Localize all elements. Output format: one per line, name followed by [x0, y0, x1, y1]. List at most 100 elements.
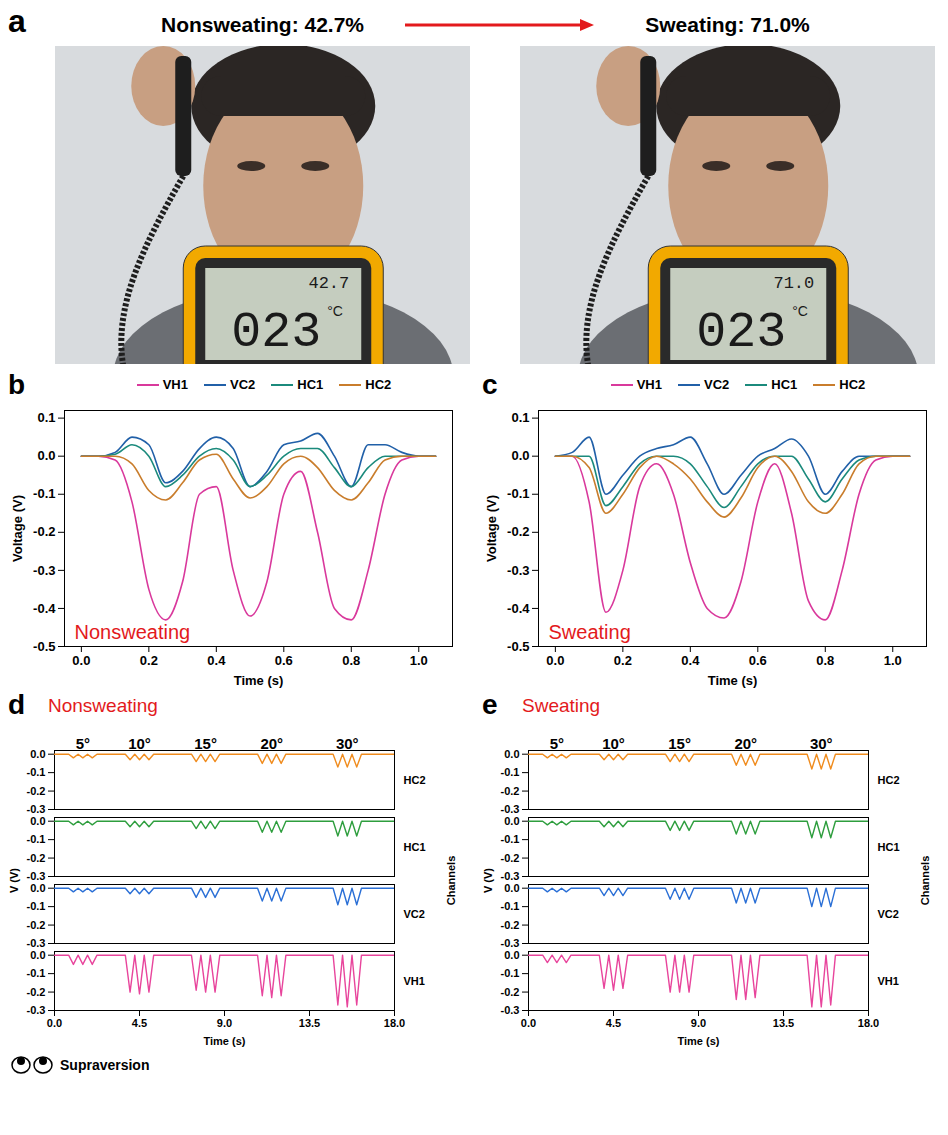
svg-text:0.0: 0.0: [504, 748, 519, 760]
svg-text:-0.3: -0.3: [501, 937, 520, 949]
svg-text:-0.2: -0.2: [27, 919, 46, 931]
svg-text:18.0: 18.0: [384, 1017, 405, 1029]
svg-text:-0.3: -0.3: [27, 803, 46, 815]
svg-text:Sweating: 71.0%: Sweating: 71.0%: [645, 13, 810, 36]
svg-text:VC2: VC2: [404, 908, 425, 920]
svg-text:42.7: 42.7: [308, 274, 349, 293]
svg-text:18.0: 18.0: [858, 1017, 879, 1029]
svg-text:9.0: 9.0: [217, 1017, 232, 1029]
svg-text:Time (s): Time (s): [678, 1035, 720, 1047]
svg-text:0.0: 0.0: [47, 1017, 62, 1029]
svg-text:0.8: 0.8: [342, 653, 360, 668]
svg-text:Nonsweating: 42.7%: Nonsweating: 42.7%: [161, 13, 364, 36]
svg-text:-0.2: -0.2: [27, 852, 46, 864]
svg-text:Sweating: Sweating: [549, 621, 631, 643]
svg-text:-0.2: -0.2: [501, 785, 520, 797]
svg-text:-0.1: -0.1: [27, 833, 46, 845]
svg-text:0.0: 0.0: [30, 882, 45, 894]
svg-text:-0.2: -0.2: [501, 852, 520, 864]
svg-text:-0.1: -0.1: [501, 900, 520, 912]
svg-text:0.0: 0.0: [30, 949, 45, 961]
svg-text:Time (s): Time (s): [234, 673, 284, 688]
svg-text:°C: °C: [327, 303, 343, 319]
svg-text:HC1: HC1: [878, 841, 900, 853]
svg-text:-0.2: -0.2: [501, 986, 520, 998]
svg-text:4.5: 4.5: [132, 1017, 147, 1029]
svg-text:13.5: 13.5: [773, 1017, 794, 1029]
svg-text:0.8: 0.8: [816, 653, 834, 668]
svg-text:°C: °C: [792, 303, 808, 319]
svg-text:Nonsweating: Nonsweating: [75, 621, 191, 643]
svg-text:0.0: 0.0: [511, 448, 529, 463]
svg-text:-0.3: -0.3: [27, 937, 46, 949]
svg-text:30°: 30°: [336, 735, 359, 752]
svg-text:0.6: 0.6: [275, 653, 293, 668]
svg-text:0.2: 0.2: [614, 653, 632, 668]
svg-text:023: 023: [231, 304, 321, 361]
svg-text:-0.5: -0.5: [33, 639, 55, 654]
svg-text:0.0: 0.0: [546, 653, 564, 668]
svg-text:0.0: 0.0: [521, 1017, 536, 1029]
svg-text:-0.2: -0.2: [27, 986, 46, 998]
svg-text:-0.2: -0.2: [507, 524, 529, 539]
svg-text:HC2: HC2: [878, 774, 900, 786]
svg-text:-0.4: -0.4: [33, 601, 56, 616]
svg-text:0.4: 0.4: [681, 653, 700, 668]
svg-text:0.0: 0.0: [30, 748, 45, 760]
svg-text:-0.1: -0.1: [27, 967, 46, 979]
svg-text:023: 023: [696, 304, 786, 361]
svg-text:0.4: 0.4: [207, 653, 226, 668]
svg-text:0.0: 0.0: [504, 882, 519, 894]
svg-text:V (V): V (V): [8, 868, 20, 893]
svg-text:-0.1: -0.1: [501, 967, 520, 979]
svg-text:4.5: 4.5: [606, 1017, 621, 1029]
svg-text:71.0: 71.0: [773, 274, 814, 293]
svg-text:-0.3: -0.3: [27, 1004, 46, 1016]
svg-text:-0.3: -0.3: [507, 563, 529, 578]
svg-text:10°: 10°: [602, 735, 625, 752]
svg-text:-0.4: -0.4: [507, 601, 530, 616]
svg-text:-0.2: -0.2: [27, 785, 46, 797]
svg-text:-0.3: -0.3: [501, 1004, 520, 1016]
svg-text:20°: 20°: [260, 735, 283, 752]
svg-text:Channels: Channels: [445, 856, 457, 906]
svg-text:0.6: 0.6: [749, 653, 767, 668]
svg-text:-0.1: -0.1: [33, 486, 55, 501]
svg-text:Channels: Channels: [919, 856, 931, 906]
svg-text:15°: 15°: [668, 735, 691, 752]
svg-text:0.0: 0.0: [504, 815, 519, 827]
svg-text:-0.2: -0.2: [501, 919, 520, 931]
svg-text:0.0: 0.0: [37, 448, 55, 463]
svg-text:VH1: VH1: [878, 975, 899, 987]
svg-text:-0.1: -0.1: [507, 486, 529, 501]
svg-text:VH1: VH1: [404, 975, 425, 987]
svg-text:13.5: 13.5: [299, 1017, 320, 1029]
svg-text:1.0: 1.0: [884, 653, 902, 668]
svg-text:Time (s): Time (s): [708, 673, 758, 688]
svg-text:20°: 20°: [734, 735, 757, 752]
svg-text:-0.3: -0.3: [501, 803, 520, 815]
svg-text:-0.1: -0.1: [501, 766, 520, 778]
svg-text:-0.1: -0.1: [27, 900, 46, 912]
svg-text:15°: 15°: [194, 735, 217, 752]
svg-text:V (V): V (V): [482, 868, 494, 893]
svg-text:-0.3: -0.3: [501, 870, 520, 882]
svg-text:9.0: 9.0: [691, 1017, 706, 1029]
svg-text:0.0: 0.0: [504, 949, 519, 961]
svg-text:-0.1: -0.1: [27, 766, 46, 778]
svg-text:5°: 5°: [550, 735, 564, 752]
svg-text:Voltage (V): Voltage (V): [484, 495, 499, 562]
svg-text:-0.3: -0.3: [27, 870, 46, 882]
svg-text:30°: 30°: [810, 735, 833, 752]
svg-text:5°: 5°: [76, 735, 90, 752]
svg-text:0.1: 0.1: [511, 410, 529, 425]
svg-text:0.0: 0.0: [72, 653, 90, 668]
svg-text:a: a: [8, 3, 26, 39]
svg-text:HC2: HC2: [404, 774, 426, 786]
svg-text:0.2: 0.2: [140, 653, 158, 668]
svg-text:VC2: VC2: [878, 908, 899, 920]
svg-text:-0.1: -0.1: [501, 833, 520, 845]
svg-text:0.1: 0.1: [37, 410, 55, 425]
svg-text:1.0: 1.0: [410, 653, 428, 668]
svg-text:-0.2: -0.2: [33, 524, 55, 539]
